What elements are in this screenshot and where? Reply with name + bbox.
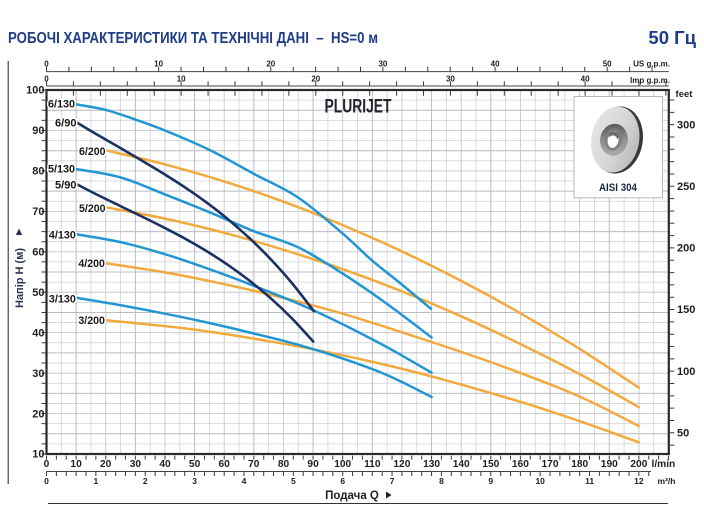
svg-text:7: 7 bbox=[390, 476, 395, 486]
svg-text:50: 50 bbox=[32, 287, 44, 299]
svg-text:30: 30 bbox=[446, 75, 455, 84]
svg-text:30: 30 bbox=[130, 459, 142, 470]
svg-text:40: 40 bbox=[581, 75, 590, 84]
svg-text:50: 50 bbox=[189, 459, 201, 470]
svg-text:AISI 304: AISI 304 bbox=[599, 182, 638, 194]
svg-text:160: 160 bbox=[512, 459, 529, 470]
svg-text:100: 100 bbox=[26, 85, 44, 97]
svg-text:50: 50 bbox=[677, 428, 689, 440]
svg-text:l/min: l/min bbox=[652, 459, 676, 470]
svg-text:180: 180 bbox=[571, 459, 588, 470]
svg-text:PLURIJET: PLURIJET bbox=[325, 96, 392, 118]
svg-text:10: 10 bbox=[154, 60, 163, 69]
svg-text:3/200: 3/200 bbox=[78, 315, 105, 327]
svg-text:110: 110 bbox=[364, 459, 381, 470]
svg-text:6/130: 6/130 bbox=[48, 99, 75, 111]
svg-text:150: 150 bbox=[677, 304, 695, 316]
svg-text:6/90: 6/90 bbox=[55, 118, 77, 130]
svg-text:190: 190 bbox=[601, 459, 618, 470]
svg-text:m³/h: m³/h bbox=[658, 476, 676, 486]
svg-text:6/200: 6/200 bbox=[79, 146, 106, 158]
svg-text:0: 0 bbox=[44, 459, 50, 470]
svg-text:60: 60 bbox=[219, 459, 231, 470]
svg-text:100: 100 bbox=[334, 459, 351, 470]
svg-text:120: 120 bbox=[393, 459, 410, 470]
svg-text:9: 9 bbox=[488, 476, 493, 486]
svg-text:Imp g.p.m.: Imp g.p.m. bbox=[630, 76, 670, 85]
svg-text:170: 170 bbox=[542, 459, 559, 470]
svg-text:30: 30 bbox=[378, 60, 387, 69]
svg-text:250: 250 bbox=[677, 181, 695, 193]
svg-text:6: 6 bbox=[340, 476, 345, 486]
svg-text:8: 8 bbox=[439, 476, 444, 486]
svg-text:3/130: 3/130 bbox=[49, 293, 76, 305]
svg-text:130: 130 bbox=[423, 459, 440, 470]
svg-text:10: 10 bbox=[535, 476, 545, 486]
svg-text:4: 4 bbox=[242, 476, 247, 486]
svg-text:70: 70 bbox=[248, 459, 260, 470]
svg-text:0: 0 bbox=[44, 476, 49, 486]
svg-text:10: 10 bbox=[70, 459, 82, 470]
svg-text:10: 10 bbox=[177, 75, 186, 84]
svg-text:5: 5 bbox=[291, 476, 296, 486]
svg-text:20: 20 bbox=[311, 75, 320, 84]
svg-text:90: 90 bbox=[307, 459, 319, 470]
svg-text:20: 20 bbox=[32, 408, 44, 420]
svg-text:200: 200 bbox=[677, 243, 695, 255]
svg-text:12: 12 bbox=[634, 476, 644, 486]
svg-text:1: 1 bbox=[94, 476, 99, 486]
svg-text:РОБОЧІ ХАРАКТЕРИСТИКИ ТА ТЕХНІ: РОБОЧІ ХАРАКТЕРИСТИКИ ТА ТЕХНІЧНІ ДАНІ –… bbox=[8, 30, 378, 47]
svg-text:70: 70 bbox=[32, 206, 44, 218]
svg-text:60: 60 bbox=[32, 247, 44, 259]
svg-text:4/200: 4/200 bbox=[78, 258, 105, 270]
svg-text:5/130: 5/130 bbox=[48, 164, 75, 176]
svg-text:Подача Q: Подача Q bbox=[325, 490, 379, 502]
svg-text:50: 50 bbox=[603, 60, 612, 69]
svg-text:80: 80 bbox=[278, 459, 290, 470]
svg-text:50 Гц: 50 Гц bbox=[648, 27, 696, 48]
svg-text:90: 90 bbox=[32, 125, 44, 137]
svg-text:0: 0 bbox=[44, 75, 49, 84]
svg-text:40: 40 bbox=[159, 459, 171, 470]
svg-text:150: 150 bbox=[482, 459, 499, 470]
svg-text:40: 40 bbox=[32, 327, 44, 339]
svg-text:US g.p.m.: US g.p.m. bbox=[633, 60, 670, 69]
svg-text:300: 300 bbox=[677, 119, 695, 131]
svg-text:11: 11 bbox=[585, 476, 594, 486]
svg-text:40: 40 bbox=[491, 60, 500, 69]
svg-text:10: 10 bbox=[32, 449, 44, 461]
svg-text:20: 20 bbox=[266, 60, 275, 69]
svg-text:4/130: 4/130 bbox=[49, 230, 76, 242]
svg-text:5/90: 5/90 bbox=[55, 180, 77, 192]
svg-text:2: 2 bbox=[143, 476, 148, 486]
svg-text:Напір H (м): Напір H (м) bbox=[14, 248, 26, 308]
svg-text:200: 200 bbox=[630, 459, 647, 470]
svg-text:3: 3 bbox=[192, 476, 197, 486]
svg-text:100: 100 bbox=[677, 366, 695, 378]
svg-text:5/200: 5/200 bbox=[79, 203, 106, 215]
svg-text:0: 0 bbox=[44, 60, 49, 69]
svg-text:feet: feet bbox=[676, 89, 694, 100]
svg-text:140: 140 bbox=[453, 459, 470, 470]
svg-text:80: 80 bbox=[32, 166, 44, 178]
svg-text:20: 20 bbox=[100, 459, 112, 470]
svg-text:30: 30 bbox=[32, 368, 44, 380]
